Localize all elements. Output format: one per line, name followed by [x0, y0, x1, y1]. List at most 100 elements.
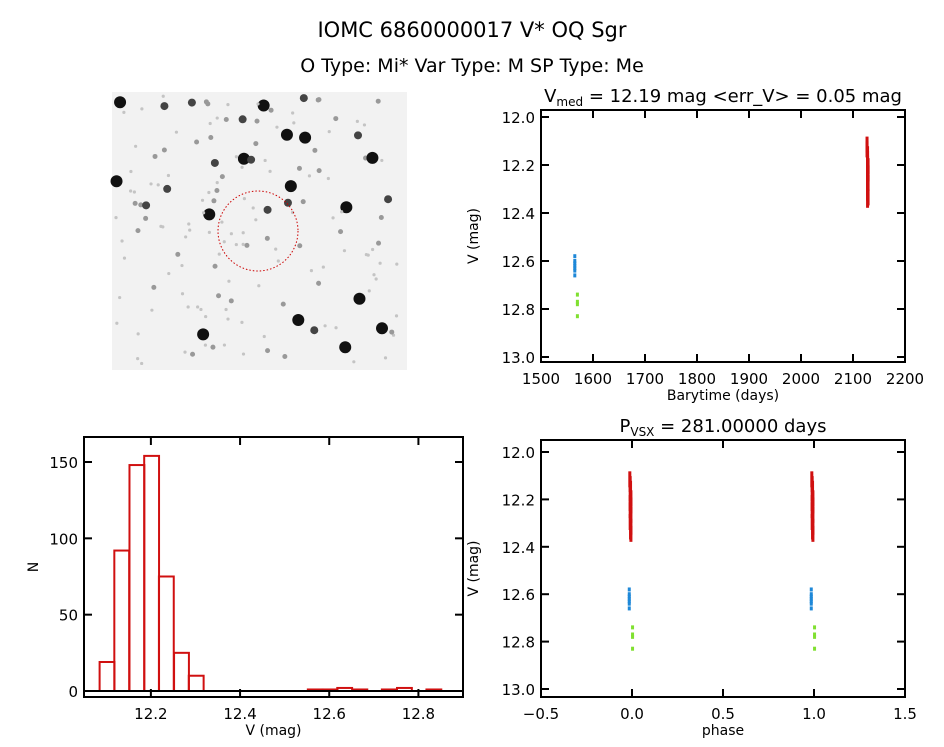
x-axis-label: phase	[702, 723, 744, 739]
star	[203, 208, 216, 221]
star	[380, 158, 384, 163]
star	[265, 348, 271, 354]
x-tick-label: 2200	[886, 370, 924, 388]
data-point-green	[575, 314, 579, 319]
star	[353, 292, 366, 305]
star	[282, 353, 288, 359]
star	[226, 317, 230, 321]
star	[166, 173, 171, 178]
data-point-blue	[573, 273, 577, 278]
star	[132, 190, 136, 194]
star	[205, 101, 211, 107]
y-tick-label: 12.4	[502, 539, 535, 557]
star	[138, 202, 144, 208]
x-axis-label: Barytime (days)	[667, 388, 779, 404]
star	[122, 110, 126, 114]
star	[199, 307, 203, 312]
star	[202, 211, 206, 215]
finder-chart-image	[110, 92, 407, 370]
star	[242, 197, 247, 201]
star	[183, 350, 187, 354]
data-point-green	[575, 302, 579, 307]
star	[257, 284, 261, 288]
x-axis-label: V (mag)	[245, 723, 301, 739]
data-point-green	[813, 632, 817, 637]
data-point-green	[631, 646, 635, 651]
star	[143, 215, 149, 221]
star	[283, 198, 292, 207]
data-point-blue	[573, 268, 577, 273]
data-point-blue	[809, 592, 813, 597]
star	[163, 184, 172, 193]
star	[309, 269, 314, 273]
star	[284, 180, 297, 193]
star	[156, 183, 160, 187]
star	[161, 94, 165, 98]
plot-title: Vmed = 12.19 mag <err_V> = 0.05 mag	[544, 86, 902, 109]
star	[134, 144, 138, 148]
star	[241, 242, 245, 246]
star	[378, 214, 384, 220]
star	[200, 198, 205, 202]
star	[217, 252, 221, 256]
star	[142, 201, 151, 210]
data-point-blue	[809, 606, 813, 611]
y-tick-label: 50	[59, 607, 78, 625]
phased-light-curve-plot: −0.5 0.0 0.5 1.0 1.5 12.0 12.2 12.4 12.6 12.8 13.0…	[466, 416, 917, 739]
star	[135, 228, 141, 234]
star	[275, 125, 279, 129]
star	[366, 151, 379, 164]
y-tick-label: 12.6	[502, 253, 535, 271]
star	[262, 334, 266, 339]
star	[110, 175, 123, 188]
x-tick-label: 12.6	[313, 705, 346, 723]
star	[161, 147, 167, 153]
data-point-blue	[627, 599, 631, 604]
x-tick-label: 1.0	[802, 705, 826, 723]
star	[280, 128, 293, 141]
star	[228, 298, 234, 304]
star	[354, 131, 363, 140]
data-point-red	[629, 525, 633, 542]
star	[333, 116, 339, 122]
x-tick-label: 1800	[678, 370, 716, 388]
star	[384, 195, 393, 204]
x-tick-label: 1700	[626, 370, 664, 388]
data-point-blue	[809, 596, 813, 601]
star	[268, 169, 272, 173]
star	[226, 103, 230, 107]
star	[197, 328, 210, 341]
histogram-bar	[113, 549, 131, 693]
y-tick-label: 12.0	[502, 444, 535, 462]
star	[224, 307, 228, 312]
star	[376, 322, 389, 335]
star	[241, 352, 246, 356]
star	[159, 224, 163, 228]
star	[316, 280, 322, 286]
axes-frame	[83, 436, 464, 698]
histogram-bar	[187, 674, 205, 693]
star	[299, 94, 308, 103]
histogram-plot: 12.2 12.4 12.6 12.8 0 50 100 150 V (mag) N	[26, 436, 464, 739]
star	[223, 117, 229, 123]
axes-frame	[540, 439, 906, 698]
star	[229, 232, 233, 236]
data-point-blue	[627, 587, 631, 592]
star	[118, 295, 122, 300]
y-tick-label: 12.8	[502, 634, 535, 652]
y-tick-label: 12.2	[502, 491, 535, 509]
star	[220, 220, 224, 224]
star	[219, 174, 225, 180]
y-tick-label: 13.0	[502, 681, 535, 699]
data-point-blue	[627, 601, 631, 606]
star	[327, 129, 331, 134]
star	[316, 168, 322, 174]
x-tick-label: 2100	[834, 370, 872, 388]
star	[167, 271, 171, 276]
star	[152, 153, 158, 159]
finder-background	[112, 92, 407, 370]
star	[315, 97, 321, 103]
star	[247, 155, 256, 164]
page-title: IOMC 6860000017 V* OQ Sgr	[317, 18, 627, 42]
